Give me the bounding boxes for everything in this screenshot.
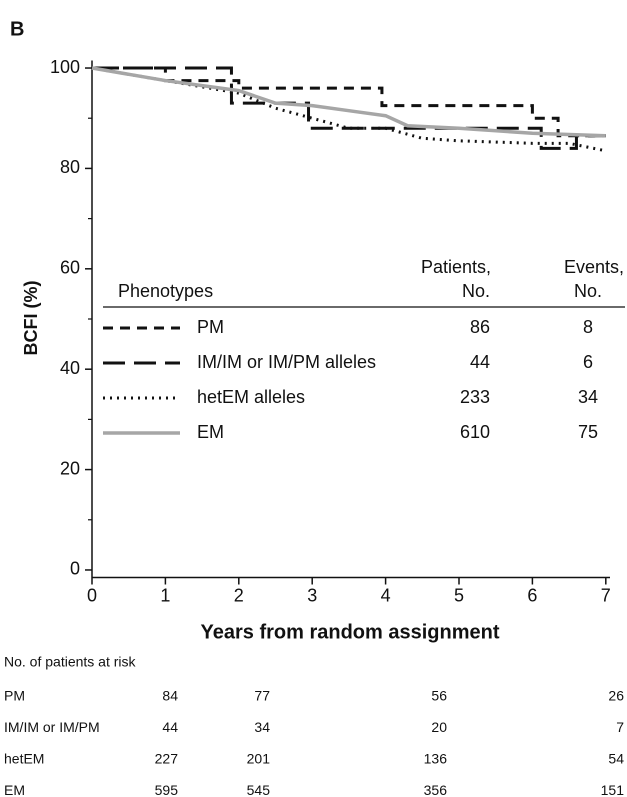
risk-value: 56 bbox=[431, 688, 447, 704]
risk-value: 20 bbox=[431, 719, 447, 735]
legend-header: No. bbox=[462, 281, 490, 301]
legend-events: 6 bbox=[583, 352, 593, 372]
risk-row-label: hetEM bbox=[4, 751, 44, 767]
survival-curve bbox=[91, 66, 606, 138]
risk-value: 44 bbox=[162, 719, 178, 735]
legend-title: Phenotypes bbox=[118, 281, 213, 301]
y-tick-label: 100 bbox=[50, 57, 80, 77]
x-tick-label: 4 bbox=[381, 585, 391, 605]
y-tick-label: 20 bbox=[60, 458, 80, 478]
legend-header: Events, bbox=[564, 257, 624, 277]
y-axis-label: BCFI (%) bbox=[21, 281, 41, 356]
risk-row-label: EM bbox=[4, 782, 25, 797]
risk-value: 84 bbox=[162, 688, 178, 704]
risk-table-title: No. of patients at risk bbox=[4, 654, 137, 670]
legend-header: Patients, bbox=[421, 257, 491, 277]
x-tick-label: 5 bbox=[454, 585, 464, 605]
risk-value: 54 bbox=[608, 751, 624, 767]
risk-value: 151 bbox=[601, 782, 625, 797]
risk-row-label: IM/IM or IM/PM bbox=[4, 719, 100, 735]
survival-curve bbox=[91, 66, 607, 153]
x-tick-label: 7 bbox=[601, 585, 611, 605]
legend-patients: 610 bbox=[460, 422, 490, 442]
x-tick-label: 1 bbox=[160, 585, 170, 605]
risk-value: 595 bbox=[155, 782, 179, 797]
panel-label: B bbox=[10, 18, 24, 40]
x-tick-label: 6 bbox=[527, 585, 537, 605]
x-tick-label: 3 bbox=[307, 585, 317, 605]
risk-value: 26 bbox=[608, 688, 624, 704]
legend-patients: 86 bbox=[470, 317, 490, 337]
y-tick-label: 0 bbox=[70, 559, 80, 579]
legend-patients: 44 bbox=[470, 352, 490, 372]
y-tick-label: 60 bbox=[60, 258, 80, 278]
legend-events: 34 bbox=[578, 387, 598, 407]
legend-label: EM bbox=[197, 422, 224, 442]
risk-value: 545 bbox=[247, 782, 271, 797]
risk-value: 77 bbox=[254, 688, 270, 704]
x-axis-label: Years from random assignment bbox=[201, 621, 500, 643]
y-tick-label: 80 bbox=[60, 157, 80, 177]
legend-events: 75 bbox=[578, 422, 598, 442]
risk-value: 34 bbox=[254, 719, 270, 735]
x-tick-label: 0 bbox=[87, 585, 97, 605]
x-tick-label: 2 bbox=[234, 585, 244, 605]
risk-value: 356 bbox=[424, 782, 448, 797]
legend-events: 8 bbox=[583, 317, 593, 337]
survival-curve bbox=[92, 66, 606, 138]
risk-row-label: PM bbox=[4, 688, 25, 704]
legend-header: No. bbox=[574, 281, 602, 301]
legend-label: hetEM alleles bbox=[197, 387, 305, 407]
risk-value: 227 bbox=[155, 751, 179, 767]
risk-value: 201 bbox=[247, 751, 271, 767]
risk-value: 7 bbox=[616, 719, 624, 735]
legend-label: PM bbox=[197, 317, 224, 337]
y-tick-label: 40 bbox=[60, 358, 80, 378]
risk-value: 136 bbox=[424, 751, 448, 767]
legend-patients: 233 bbox=[460, 387, 490, 407]
legend-label: IM/IM or IM/PM alleles bbox=[197, 352, 376, 372]
